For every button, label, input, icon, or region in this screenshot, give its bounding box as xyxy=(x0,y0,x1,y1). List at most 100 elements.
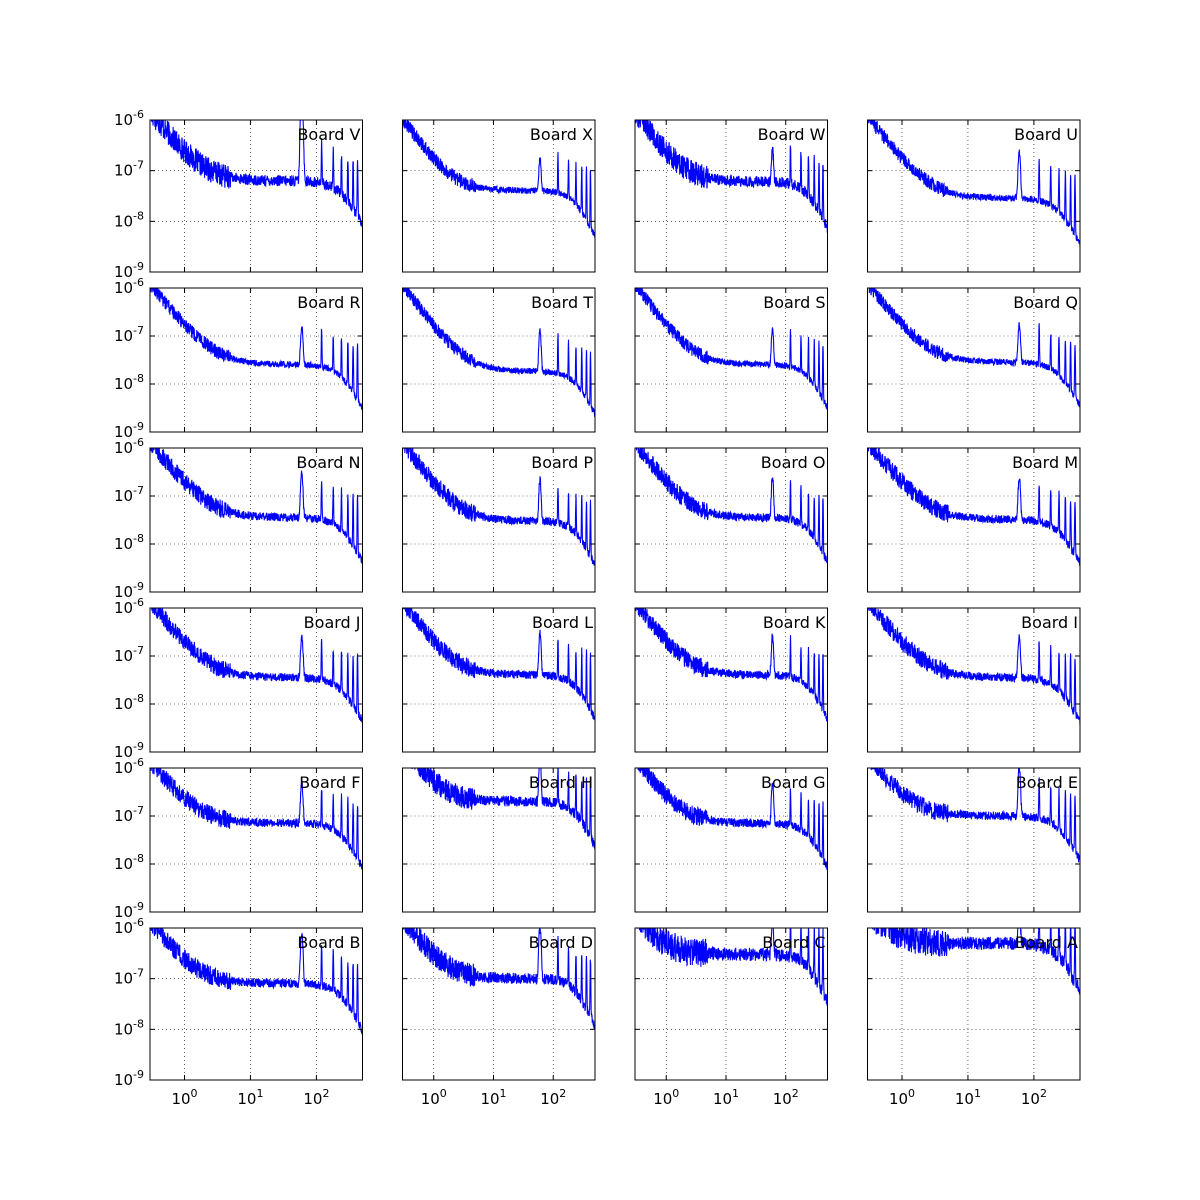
y-tick-label: 10-6 xyxy=(114,596,144,617)
panel-board-p: Board P xyxy=(402,447,596,593)
panel-label: Board Q xyxy=(1013,293,1078,312)
panel-label: Board H xyxy=(529,773,593,792)
panel-board-q: Board Q xyxy=(867,287,1081,433)
series-line xyxy=(150,928,363,1036)
series-line xyxy=(150,768,363,870)
panel-label: Board I xyxy=(1021,613,1078,632)
panel-board-k: Board K xyxy=(634,607,828,753)
plot-frame xyxy=(634,287,828,433)
panel-board-f: Board F 10-9 10-8 10-7 10-6 xyxy=(114,756,363,921)
panel-board-o: Board O xyxy=(634,447,828,593)
x-tick-label: 101 xyxy=(480,1087,506,1108)
plot-frame xyxy=(867,119,1081,273)
series-line xyxy=(402,448,595,566)
y-tick-label: 10-7 xyxy=(114,324,144,345)
x-tick-label: 100 xyxy=(653,1087,679,1108)
plot-frame xyxy=(402,767,596,913)
x-tick-label: 102 xyxy=(303,1087,329,1108)
series-line xyxy=(636,928,828,1006)
panel-board-g: Board G xyxy=(634,767,828,913)
series-line xyxy=(870,768,1080,863)
y-tick-label: 10-8 xyxy=(114,692,144,713)
panel-board-m: Board M xyxy=(867,447,1081,593)
plot-frame xyxy=(402,927,596,1081)
series-line xyxy=(635,288,828,410)
panel-board-l: Board L xyxy=(402,607,596,753)
series-line xyxy=(411,768,595,850)
series-line xyxy=(402,120,595,239)
plot-frame xyxy=(149,119,363,273)
panel-label: Board P xyxy=(531,453,593,472)
panel-board-s: Board S xyxy=(634,287,828,433)
panel-label: Board S xyxy=(763,293,825,312)
y-tick-label: 10-9 xyxy=(114,740,144,761)
y-tick-label: 10-7 xyxy=(114,644,144,665)
panel-label: Board T xyxy=(531,293,593,312)
panel-board-h: Board H xyxy=(402,767,596,913)
y-tick-label: 10-6 xyxy=(114,916,144,937)
y-tick-label: 10-9 xyxy=(114,580,144,601)
panel-board-b: Board B 10-9 10-8 10-7 10-6 100 101 102 xyxy=(114,916,363,1108)
y-tick-label: 10-6 xyxy=(114,436,144,457)
y-tick-label: 10-8 xyxy=(114,532,144,553)
panel-label: Board G xyxy=(761,773,826,792)
panel-label: Board U xyxy=(1014,125,1078,144)
x-tick-label: 100 xyxy=(421,1087,447,1108)
y-tick-label: 10-7 xyxy=(114,484,144,505)
y-tick-label: 10-9 xyxy=(114,1068,144,1089)
plot-frame xyxy=(634,767,828,913)
y-tick-label: 10-7 xyxy=(114,804,144,825)
x-tick-label: 101 xyxy=(955,1087,981,1108)
x-tick-label: 102 xyxy=(540,1087,566,1108)
panel-board-n: Board N 10-9 10-8 10-7 10-6 xyxy=(114,436,363,601)
panel-label: Board A xyxy=(1015,933,1078,952)
panel-label: Board V xyxy=(297,125,360,144)
series-line xyxy=(151,120,363,228)
panel-label: Board N xyxy=(296,453,360,472)
plot-frame xyxy=(867,767,1081,913)
panel-label: Board D xyxy=(529,933,593,952)
panel-label: Board J xyxy=(304,613,361,632)
plot-frame xyxy=(867,287,1081,433)
panel-board-j: Board J 10-9 10-8 10-7 10-6 xyxy=(114,596,363,761)
plot-frame xyxy=(149,767,363,913)
plot-frame xyxy=(867,927,1081,1081)
panel-label: Board L xyxy=(532,613,593,632)
y-tick-label: 10-9 xyxy=(114,260,144,281)
panel-board-e: Board E xyxy=(867,767,1081,913)
panel-board-r: Board R 10-9 10-8 10-7 10-6 xyxy=(114,276,363,441)
plot-frame xyxy=(402,287,596,433)
y-tick-label: 10-7 xyxy=(114,159,144,180)
panel-board-c: Board C 100 101 102 xyxy=(634,927,828,1108)
series-line xyxy=(150,448,363,565)
plot-frame xyxy=(149,927,363,1081)
panel-label: Board B xyxy=(297,933,360,952)
y-tick-label: 10-6 xyxy=(114,276,144,297)
series-line xyxy=(635,120,828,233)
plot-frame xyxy=(149,287,363,433)
plot-frame xyxy=(867,607,1081,753)
series-line xyxy=(867,448,1080,566)
plot-frame xyxy=(402,119,596,273)
panel-board-a: Board A 100 101 102 xyxy=(867,927,1081,1108)
panel-label: Board X xyxy=(530,125,593,144)
y-tick-label: 10-6 xyxy=(114,756,144,777)
plot-frame xyxy=(402,447,596,593)
series-line xyxy=(635,608,828,722)
panel-label: Board O xyxy=(761,453,826,472)
panel-board-v: Board V 10-9 10-8 10-7 10-6 xyxy=(114,108,363,281)
series-line xyxy=(403,608,595,721)
x-tick-label: 102 xyxy=(1021,1087,1047,1108)
plot-frame xyxy=(634,119,828,273)
plot-frame xyxy=(149,447,363,593)
x-tick-label: 102 xyxy=(773,1087,799,1108)
series-line xyxy=(868,608,1080,725)
panel-label: Board E xyxy=(1016,773,1078,792)
panel-board-d: Board D 100 101 102 xyxy=(402,927,596,1108)
panel-label: Board M xyxy=(1012,453,1078,472)
plot-frame xyxy=(634,607,828,753)
series-line xyxy=(402,288,595,417)
y-tick-label: 10-6 xyxy=(114,108,144,129)
y-tick-label: 10-8 xyxy=(114,852,144,873)
